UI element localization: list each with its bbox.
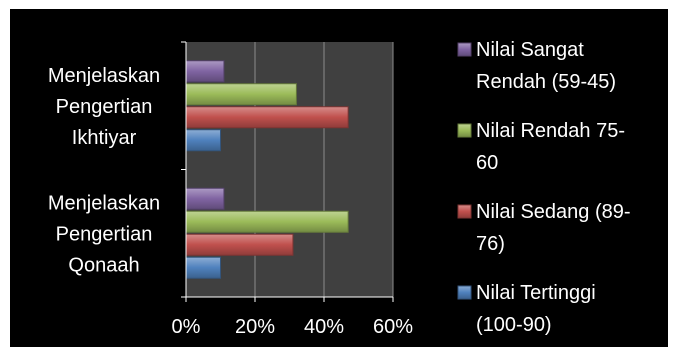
category-label: Menjelaskan bbox=[48, 192, 160, 214]
bar bbox=[185, 210, 349, 233]
legend-swatch bbox=[457, 123, 472, 138]
x-tick-label: 20% bbox=[235, 316, 275, 338]
bar bbox=[185, 129, 221, 152]
legend-label: Nilai Sangat bbox=[476, 39, 584, 61]
legend-label: 60 bbox=[476, 152, 498, 174]
legend-label: Rendah (59-45) bbox=[476, 71, 616, 93]
category-label: Menjelaskan bbox=[48, 65, 160, 87]
legend-label: Nilai Rendah 75- bbox=[476, 120, 625, 142]
category-label: Pengertian bbox=[56, 223, 153, 245]
category-label: Qonaah bbox=[68, 254, 139, 276]
category-label: Ikhtiyar bbox=[72, 127, 137, 149]
bar bbox=[185, 83, 297, 106]
legend-swatch bbox=[457, 204, 472, 219]
legend-label: Nilai Sedang (89- bbox=[476, 201, 631, 223]
legend-swatch bbox=[457, 42, 472, 57]
category-label: Pengertian bbox=[56, 96, 153, 118]
x-tick-label: 0% bbox=[172, 316, 201, 338]
bar bbox=[185, 256, 221, 279]
legend-swatch bbox=[457, 285, 472, 300]
bar bbox=[185, 106, 349, 129]
x-tick-label: 40% bbox=[304, 316, 344, 338]
legend-label: 76) bbox=[476, 233, 505, 255]
bar-chart: Menjelaskan Pengertian Qonaah Menjelaskan Pe… bbox=[48, 39, 631, 338]
chart-frame: Menjelaskan Pengertian Qonaah Menjelaskan Pe… bbox=[10, 9, 668, 347]
bar bbox=[185, 233, 294, 256]
x-tick-label: 60% bbox=[373, 316, 413, 338]
bar bbox=[185, 187, 225, 210]
legend-label: (100-90) bbox=[476, 314, 552, 336]
legend-label: Nilai Tertinggi bbox=[476, 282, 596, 304]
bar bbox=[185, 60, 225, 83]
